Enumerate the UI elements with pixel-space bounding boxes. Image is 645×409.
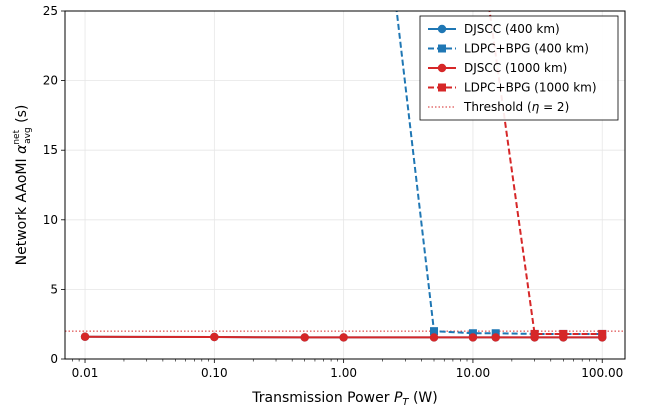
- y-tick-label: 15: [43, 143, 58, 157]
- legend: DJSCC (400 km) LDPC+BPG (400 km) DJSCC (10…: [419, 15, 619, 121]
- legend-label: LDPC+BPG (400 km): [464, 42, 589, 56]
- legend-marker: [437, 63, 447, 73]
- data-point-square: [530, 329, 539, 338]
- data-point-circle: [210, 332, 219, 342]
- legend-label: DJSCC (400 km): [464, 22, 560, 36]
- plot-frame: [64, 10, 626, 360]
- data-point-square: [559, 329, 568, 338]
- legend-label: LDPC+BPG (1000 km): [464, 81, 597, 95]
- y-tick-label: 20: [43, 74, 58, 88]
- data-point-square: [598, 329, 607, 338]
- y-tick-label: 5: [50, 282, 58, 296]
- x-axis-label: Transmission Power PT (W): [251, 390, 437, 408]
- plot-area: [65, 11, 625, 342]
- series-line: [488, 11, 603, 335]
- x-tick-label: 0.01: [72, 366, 99, 380]
- data-point-circle: [468, 333, 478, 342]
- legend-label: Threshold (η = 2): [463, 100, 569, 114]
- data-point-circle: [339, 333, 348, 342]
- data-point-circle: [429, 333, 439, 342]
- x-tick-label: 1.00: [330, 366, 357, 380]
- x-tick-label: 100.00: [581, 366, 623, 380]
- data-point-circle: [80, 332, 90, 341]
- y-axis-label: Network AAoMI αnetavg (s): [12, 105, 33, 266]
- x-tick-label: 0.10: [201, 366, 228, 380]
- data-point-circle: [491, 333, 500, 342]
- y-tick-label: 0: [50, 352, 58, 366]
- x-tick-label: 10.00: [456, 366, 490, 380]
- data-point-circle: [300, 333, 309, 342]
- y-tick-label: 10: [43, 213, 58, 227]
- legend-marker: [438, 44, 446, 53]
- legend-marker: [437, 24, 447, 34]
- legend-label: DJSCC (1000 km): [464, 61, 567, 75]
- data-point-square: [430, 327, 439, 336]
- legend-marker: [438, 83, 446, 92]
- series-line: [85, 335, 603, 339]
- axis-ticks: 0.01 0.10 1.00 10.00 100.00 0 5 10 15 20 25: [43, 4, 624, 380]
- y-tick-label: 25: [43, 4, 58, 18]
